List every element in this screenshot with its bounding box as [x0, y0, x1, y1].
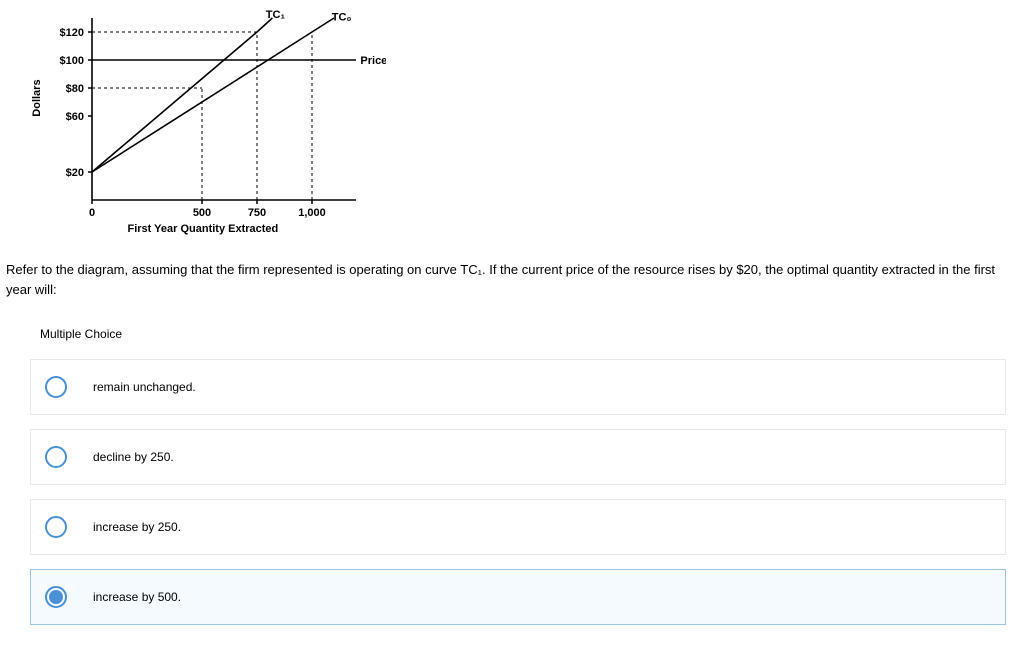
cost-curve-chart: $20 $60 $80 $100 $120 0 500 750 1,000 Dollars Firs…: [26, 10, 386, 240]
radio-icon: [45, 446, 67, 468]
svg-text:TC₀: TC₀: [332, 12, 352, 24]
svg-text:$80: $80: [66, 83, 84, 95]
radio-icon: [45, 586, 67, 608]
radio-icon: [45, 376, 67, 398]
svg-text:1,000: 1,000: [298, 207, 326, 219]
svg-text:$60: $60: [66, 111, 84, 123]
option-text: increase by 500.: [93, 590, 181, 604]
svg-text:$20: $20: [66, 167, 84, 179]
svg-text:500: 500: [193, 207, 211, 219]
svg-text:$100: $100: [60, 55, 84, 67]
radio-icon: [45, 516, 67, 538]
multiple-choice-label: Multiple Choice: [40, 327, 1018, 341]
options-list: remain unchanged. decline by 250. increase…: [6, 359, 1018, 625]
chart-container: $20 $60 $80 $100 $120 0 500 750 1,000 Dollars Firs…: [26, 10, 1018, 240]
option-row[interactable]: increase by 500.: [30, 569, 1006, 625]
option-row[interactable]: increase by 250.: [30, 499, 1006, 555]
option-text: increase by 250.: [93, 520, 181, 534]
question-text: Refer to the diagram, assuming that the …: [6, 260, 1018, 299]
option-row[interactable]: decline by 250.: [30, 429, 1006, 485]
svg-text:Price: Price: [360, 55, 386, 67]
option-text: remain unchanged.: [93, 380, 196, 394]
option-row[interactable]: remain unchanged.: [30, 359, 1006, 415]
svg-text:750: 750: [248, 207, 266, 219]
option-text: decline by 250.: [93, 450, 174, 464]
svg-text:TC₁: TC₁: [266, 10, 286, 21]
svg-text:0: 0: [89, 207, 95, 219]
svg-text:$120: $120: [60, 27, 84, 39]
svg-text:Dollars: Dollars: [31, 79, 43, 116]
svg-text:First Year Quantity Extracted: First Year Quantity Extracted: [127, 223, 278, 235]
